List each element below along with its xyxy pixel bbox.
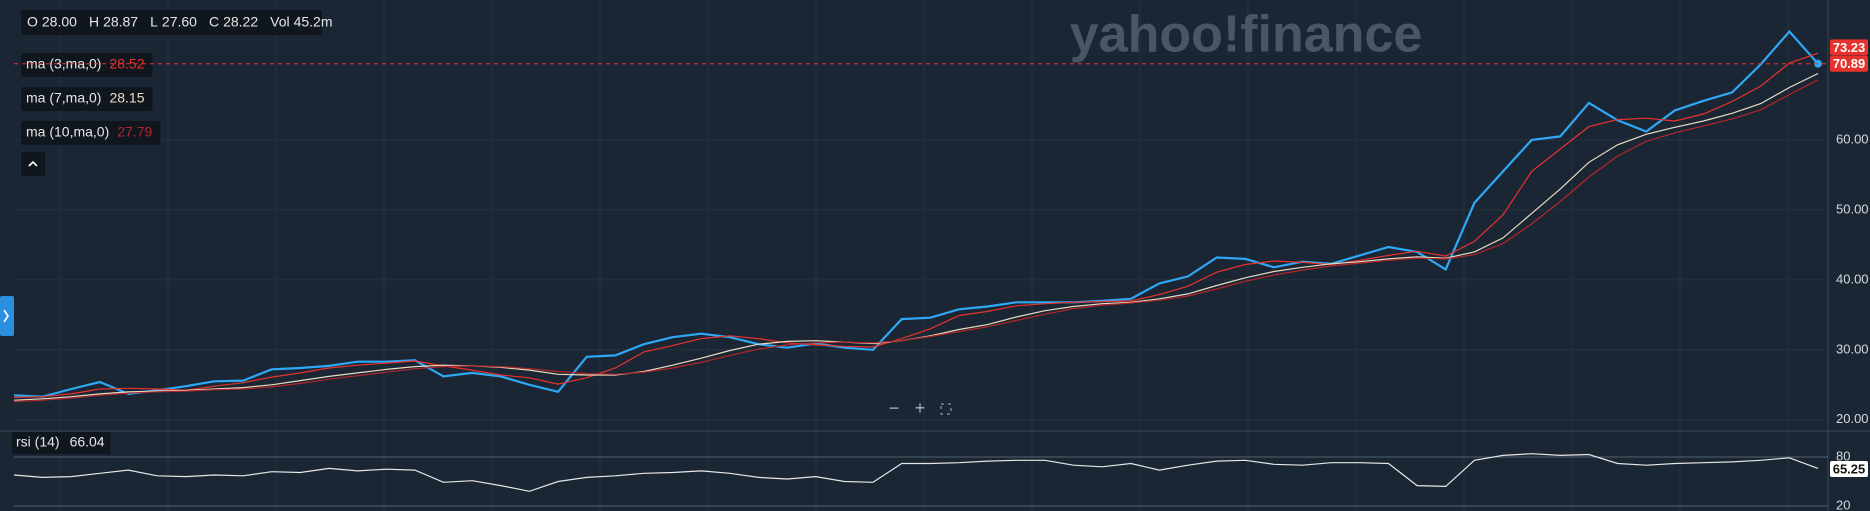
collapse-icon bbox=[28, 160, 38, 167]
fullscreen[interactable] bbox=[940, 403, 952, 415]
price-tag bbox=[1830, 39, 1868, 56]
ohlc-label: C bbox=[209, 14, 219, 30]
rsi-label-box bbox=[12, 432, 111, 454]
ohlc-value: 45.2m bbox=[294, 14, 333, 30]
legend-name: ma (7,ma,0) bbox=[26, 90, 101, 106]
ohlc-label: H bbox=[89, 14, 99, 30]
legend-box bbox=[21, 121, 161, 145]
y-tick-label: 60.00 bbox=[1836, 131, 1869, 146]
y-tick-label: 80 bbox=[1836, 448, 1850, 463]
y-tick-label: 40.00 bbox=[1836, 271, 1869, 286]
price-tag-label: 70.89 bbox=[1833, 56, 1866, 71]
series-line bbox=[13, 52, 1819, 398]
y-tick-label: 50.00 bbox=[1836, 201, 1869, 216]
ohlc-label: Vol bbox=[270, 14, 289, 30]
price-tag-label: 73.23 bbox=[1833, 40, 1866, 55]
y-tick-label: 20.00 bbox=[1836, 411, 1869, 426]
ohlc-value: 28.22 bbox=[223, 14, 258, 30]
side-tab-arrow bbox=[3, 309, 9, 323]
legend-box bbox=[21, 87, 153, 111]
ohlc-box bbox=[21, 10, 322, 35]
ohlc-value: 28.00 bbox=[42, 14, 77, 30]
legend-box bbox=[21, 53, 153, 77]
ohlc-value: 27.60 bbox=[162, 14, 197, 30]
price-tag bbox=[1830, 461, 1868, 478]
legend-value: 28.15 bbox=[109, 90, 144, 106]
side-tab[interactable] bbox=[0, 296, 14, 336]
legend-name: ma (10,ma,0) bbox=[26, 124, 109, 140]
y-tick-label: 20 bbox=[1836, 497, 1850, 511]
collapse-button[interactable] bbox=[21, 152, 45, 176]
ohlc-label: O bbox=[27, 14, 38, 30]
vertical-grid bbox=[14, 0, 1828, 511]
zoom-out[interactable]: − bbox=[889, 398, 900, 418]
y-tick-label: 30.00 bbox=[1836, 341, 1869, 356]
zoom-in[interactable]: + bbox=[915, 398, 926, 418]
series-line bbox=[13, 453, 1819, 492]
price-tag bbox=[1830, 55, 1868, 72]
rsi-title: rsi (14) bbox=[16, 434, 60, 450]
ohlc-label: L bbox=[150, 14, 158, 30]
ohlc-value: 28.87 bbox=[103, 14, 138, 30]
legend-value: 27.79 bbox=[117, 124, 152, 140]
watermark: yahoo!finance bbox=[1070, 6, 1423, 64]
price-tag-label: 65.25 bbox=[1833, 461, 1866, 476]
series-line bbox=[13, 79, 1819, 403]
series-line bbox=[13, 29, 1819, 398]
rsi-value: 66.04 bbox=[70, 434, 105, 450]
